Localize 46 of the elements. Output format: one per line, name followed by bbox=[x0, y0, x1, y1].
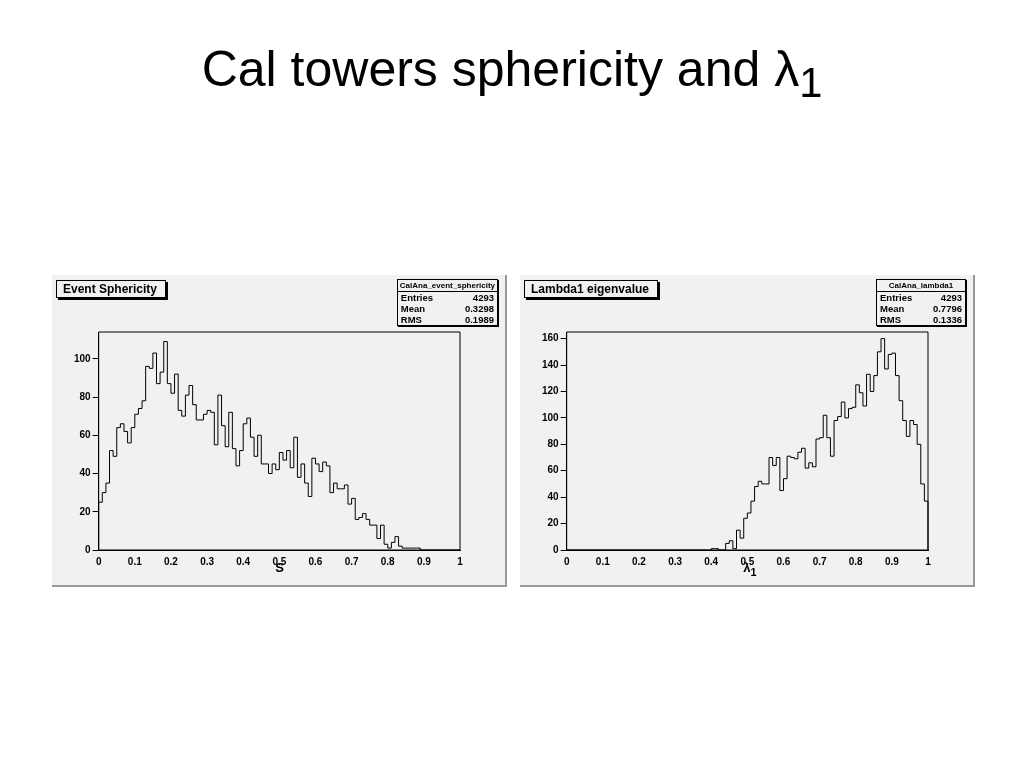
y-tick-label: 80 bbox=[79, 390, 92, 402]
y-tick-label: 80 bbox=[547, 438, 560, 450]
x-tick-label: 0.1 bbox=[127, 555, 143, 567]
y-tick-label: 160 bbox=[542, 332, 560, 344]
text: RMS 0.1989 bbox=[400, 314, 494, 325]
x-tick-label: 0.3 bbox=[668, 555, 683, 567]
y-tick-label: 20 bbox=[79, 505, 92, 517]
y-tick-label: 40 bbox=[547, 490, 560, 502]
chart-title: Lambda1 eigenvalue bbox=[524, 280, 659, 298]
y-tick-label: 60 bbox=[79, 429, 92, 441]
x-tick-label: 0.6 bbox=[776, 555, 791, 567]
x-tick-label: 0 bbox=[563, 555, 570, 567]
y-tick-label: 100 bbox=[74, 352, 92, 364]
x-tick-label: 0 bbox=[95, 555, 102, 567]
x-tick-label: 0.7 bbox=[812, 555, 827, 567]
x-tick-label: 0.6 bbox=[308, 555, 323, 567]
x-tick-label: 0.8 bbox=[848, 555, 864, 567]
y-tick-label: 0 bbox=[553, 543, 560, 555]
x-tick-label: 0.3 bbox=[200, 555, 215, 567]
text: Mean 0.7796 bbox=[880, 303, 962, 314]
x-tick-label: 0.8 bbox=[380, 555, 396, 567]
x-tick-label: 0.2 bbox=[631, 555, 647, 567]
y-tick-label: 120 bbox=[542, 385, 560, 397]
text: Mean 0.3298 bbox=[400, 303, 494, 314]
y-tick-label: 40 bbox=[79, 467, 92, 479]
y-tick-label: 20 bbox=[547, 517, 560, 529]
y-tick-label: 0 bbox=[85, 543, 92, 555]
y-tick-label: 60 bbox=[547, 464, 560, 476]
x-tick-label: 0.9 bbox=[416, 555, 432, 567]
text: CalAna_lambda1 bbox=[877, 280, 965, 292]
text: Cal towers sphericity and λ$_{1}$ bbox=[200, 40, 824, 107]
y-tick-label: 140 bbox=[542, 358, 560, 370]
x-tick-label: 0.9 bbox=[884, 555, 900, 567]
x-tick-label: 1 bbox=[457, 555, 464, 567]
text: Entries 4293 bbox=[400, 292, 494, 303]
x-tick-label: 0.1 bbox=[595, 555, 611, 567]
text: CalAna_event_sphericity bbox=[397, 280, 497, 292]
x-tick-label: 1 bbox=[925, 555, 932, 567]
x-tick-label: 0.4 bbox=[704, 555, 719, 567]
chart-title: Event Sphericity bbox=[56, 280, 167, 298]
x-tick-label: 0.7 bbox=[344, 555, 359, 567]
text: Entries 4293 bbox=[880, 292, 962, 303]
y-tick-label: 100 bbox=[542, 411, 560, 423]
x-tick-label: 0.2 bbox=[163, 555, 179, 567]
x-tick-label: 0.4 bbox=[236, 555, 251, 567]
text: RMS 0.1336 bbox=[880, 314, 962, 325]
